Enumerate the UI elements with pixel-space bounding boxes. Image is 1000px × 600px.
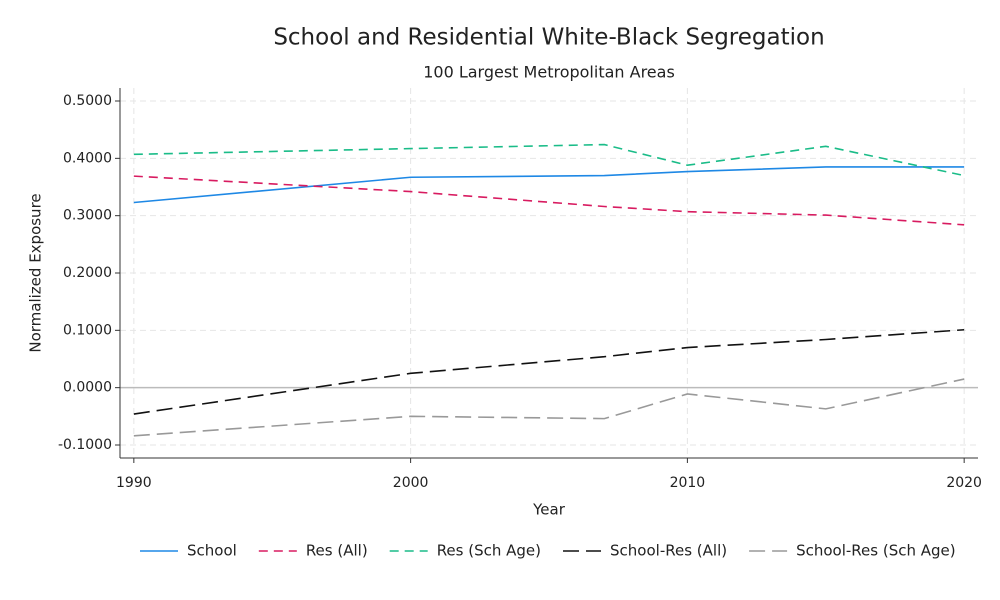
legend-label: Res (All) [306, 542, 368, 560]
x-tick-label: 2010 [670, 475, 706, 491]
x-tick-label: 2000 [393, 475, 429, 491]
y-tick-label: 0.1000 [63, 322, 112, 338]
y-tick-label: 0.2000 [63, 265, 112, 281]
y-tick-label: 0.3000 [63, 208, 112, 224]
y-tick-label: 0.4000 [63, 150, 112, 166]
legend-label: School [187, 542, 237, 560]
legend-label: School-Res (Sch Age) [796, 542, 956, 560]
series-line [133, 143, 965, 177]
y-axis-label: Normalized Exposure [27, 193, 45, 352]
series-line [133, 328, 965, 415]
series-line [133, 378, 965, 437]
x-axis-label: Year [532, 501, 566, 519]
y-tick-label: -0.1000 [58, 437, 112, 453]
x-tick-label: 1990 [116, 475, 152, 491]
chart-subtitle: 100 Largest Metropolitan Areas [423, 63, 675, 82]
x-tick-label: 2020 [946, 475, 982, 491]
series-line [133, 166, 965, 204]
chart-title: School and Residential White-Black Segre… [273, 25, 824, 51]
y-tick-label: 0.5000 [63, 93, 112, 109]
legend-label: School-Res (All) [610, 542, 727, 560]
y-tick-label: 0.0000 [63, 380, 112, 396]
series-line [133, 175, 965, 226]
legend-label: Res (Sch Age) [437, 542, 541, 560]
